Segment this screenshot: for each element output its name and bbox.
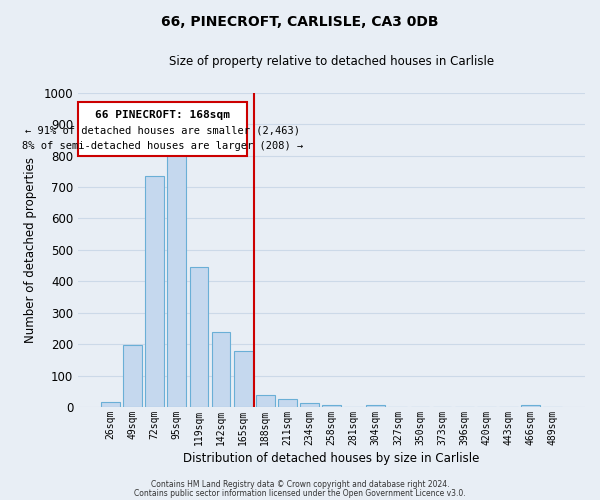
Title: Size of property relative to detached houses in Carlisle: Size of property relative to detached ho… [169,55,494,68]
Bar [123,345,142,407]
Text: ← 91% of detached houses are smaller (2,463): ← 91% of detached houses are smaller (2,… [25,126,300,136]
Bar [190,266,208,407]
Y-axis label: Number of detached properties: Number of detached properties [23,157,37,343]
Bar [212,332,230,407]
Text: 66, PINECROFT, CARLISLE, CA3 0DB: 66, PINECROFT, CARLISLE, CA3 0DB [161,15,439,29]
X-axis label: Distribution of detached houses by size in Carlisle: Distribution of detached houses by size … [184,452,480,465]
Bar [278,399,297,407]
Bar [322,404,341,407]
Bar [367,406,385,407]
Text: 8% of semi-detached houses are larger (208) →: 8% of semi-detached houses are larger (2… [22,142,303,152]
Bar [101,402,120,407]
Bar [256,396,275,407]
Bar [145,176,164,407]
Text: Contains public sector information licensed under the Open Government Licence v3: Contains public sector information licen… [134,488,466,498]
Bar [167,144,186,407]
Bar [300,403,319,407]
FancyBboxPatch shape [78,102,247,156]
Bar [234,351,253,407]
Bar [521,404,540,407]
Text: 66 PINECROFT: 168sqm: 66 PINECROFT: 168sqm [95,110,230,120]
Text: Contains HM Land Registry data © Crown copyright and database right 2024.: Contains HM Land Registry data © Crown c… [151,480,449,489]
